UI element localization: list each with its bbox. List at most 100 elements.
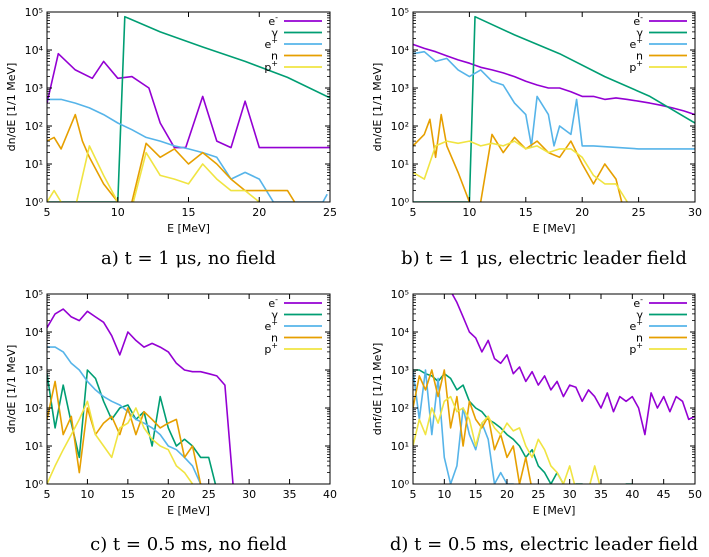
y-tick-label: 10⁴ xyxy=(391,44,410,57)
series-line-eplus xyxy=(413,50,695,150)
series-line-eplus xyxy=(47,346,202,484)
legend-label: e- xyxy=(268,295,278,310)
series-line-n xyxy=(47,113,296,202)
x-tick-label: 40 xyxy=(323,488,337,501)
legend-label: e- xyxy=(633,295,643,310)
y-tick-label: 10⁵ xyxy=(25,6,43,19)
plot-frame xyxy=(412,11,696,203)
series-line-eminus xyxy=(413,43,695,116)
x-tick-label: 5 xyxy=(44,488,51,501)
y-tick-label: 10⁴ xyxy=(25,326,44,339)
x-tick-label: 10 xyxy=(462,206,476,219)
legend: e-γe+np+ xyxy=(629,13,687,74)
x-tick-label: 30 xyxy=(242,488,256,501)
series-line-n xyxy=(413,113,623,202)
y-tick-label: 10² xyxy=(391,402,409,415)
legend: e-γe+np+ xyxy=(264,13,322,74)
y-axis-label: dnf/dE [1/1 MeV] xyxy=(371,343,384,436)
y-tick-label: 10³ xyxy=(25,364,43,377)
x-tick-label: 30 xyxy=(563,488,577,501)
x-tick-label: 15 xyxy=(519,206,533,219)
series-line-pplus xyxy=(413,140,628,202)
panel-d: 10⁰ 10¹ 10² 10³ 10⁴ 10⁵ 5 10 15 20 25 30 35 40 45 50 E [… xyxy=(371,288,702,555)
y-tick-label: 10¹ xyxy=(391,440,409,453)
series-line-eminus xyxy=(47,308,234,484)
legend-label: n xyxy=(271,332,278,345)
x-tick-label: 10 xyxy=(80,488,94,501)
series-line-gamma xyxy=(413,15,695,202)
y-tick-label: 10⁰ xyxy=(391,196,410,209)
y-tick-label: 10⁰ xyxy=(25,478,44,491)
series-group xyxy=(47,15,330,202)
x-tick-label: 5 xyxy=(44,206,51,219)
legend-label: n xyxy=(636,332,643,345)
x-axis-label: E [MeV] xyxy=(167,222,210,235)
panel-a: 10⁰ 10¹ 10² 10³ 10⁴ 10⁵ 5 10 15 20 25 E [MeV] dn/dE … xyxy=(5,6,337,269)
x-tick-label: 15 xyxy=(121,488,135,501)
y-axis-label: dn/dE [1/1 MeV] xyxy=(5,63,18,152)
y-tick-label: 10⁵ xyxy=(391,288,409,301)
series-line-eminus xyxy=(444,294,695,436)
x-axis-label: E [MeV] xyxy=(167,504,210,517)
plot-frame xyxy=(412,293,696,485)
x-axis-label: E [MeV] xyxy=(533,504,576,517)
x-axis-label: E [MeV] xyxy=(533,222,576,235)
x-tick-label: 15 xyxy=(469,488,483,501)
series-line-eplus xyxy=(47,98,328,202)
x-tick-label: 50 xyxy=(688,488,702,501)
y-tick-label: 10⁵ xyxy=(25,288,43,301)
legend-label: n xyxy=(271,50,278,63)
y-tick-label: 10⁰ xyxy=(25,196,44,209)
y-tick-label: 10³ xyxy=(25,82,43,95)
legend-label: γ xyxy=(271,27,278,40)
x-tick-label: 10 xyxy=(111,206,125,219)
legend-label: γ xyxy=(636,309,643,322)
legend: e-γe+np+ xyxy=(264,295,322,356)
legend-label: γ xyxy=(271,309,278,322)
legend-label: p+ xyxy=(629,341,643,356)
panel-caption: c) t = 0.5 ms, no field xyxy=(90,534,287,555)
series-group xyxy=(413,294,695,484)
legend-label: p+ xyxy=(264,59,278,74)
x-tick-label: 25 xyxy=(202,488,216,501)
plot-frame xyxy=(46,293,331,485)
panel-b: 10⁰ 10¹ 10² 10³ 10⁴ 10⁵ 5 10 15 20 25 30 E [MeV] dn/d… xyxy=(371,6,702,269)
x-tick-label: 20 xyxy=(161,488,175,501)
y-tick-label: 10⁴ xyxy=(391,326,410,339)
series-line-n xyxy=(47,380,202,484)
legend-label: γ xyxy=(636,27,643,40)
y-axis-label: dn/dE [1/1 MeV] xyxy=(371,63,384,152)
x-tick-label: 30 xyxy=(688,206,702,219)
panel-caption: b) t = 1 μs, electric leader field xyxy=(401,248,687,269)
y-tick-label: 10⁴ xyxy=(25,44,44,57)
y-tick-label: 10¹ xyxy=(25,440,43,453)
x-tick-label: 20 xyxy=(252,206,266,219)
legend-label: e- xyxy=(633,13,643,28)
series-line-n xyxy=(413,369,532,484)
x-tick-label: 5 xyxy=(410,206,417,219)
y-axis-label: dn/dE [1/1 MeV] xyxy=(5,345,18,434)
x-tick-label: 20 xyxy=(500,488,514,501)
legend-label: n xyxy=(636,50,643,63)
x-tick-label: 20 xyxy=(575,206,589,219)
series-group xyxy=(413,15,695,202)
y-tick-label: 10¹ xyxy=(391,158,409,171)
y-tick-label: 10² xyxy=(391,120,409,133)
panel-c: 10⁰ 10¹ 10² 10³ 10⁴ 10⁵ 5 10 15 20 25 30 35 40 E [MeV]… xyxy=(5,288,337,555)
y-tick-label: 10² xyxy=(25,402,43,415)
y-tick-label: 10² xyxy=(25,120,43,133)
y-tick-label: 10⁵ xyxy=(391,6,409,19)
x-tick-label: 25 xyxy=(632,206,646,219)
x-tick-label: 40 xyxy=(625,488,639,501)
x-tick-label: 35 xyxy=(283,488,297,501)
legend-label: p+ xyxy=(264,341,278,356)
plot-frame xyxy=(46,11,331,203)
legend-label: p+ xyxy=(629,59,643,74)
x-tick-label: 25 xyxy=(531,488,545,501)
y-tick-label: 10³ xyxy=(391,364,409,377)
x-tick-label: 45 xyxy=(657,488,671,501)
x-tick-label: 15 xyxy=(182,206,196,219)
legend-label: e- xyxy=(268,13,278,28)
y-tick-label: 10⁰ xyxy=(391,478,410,491)
